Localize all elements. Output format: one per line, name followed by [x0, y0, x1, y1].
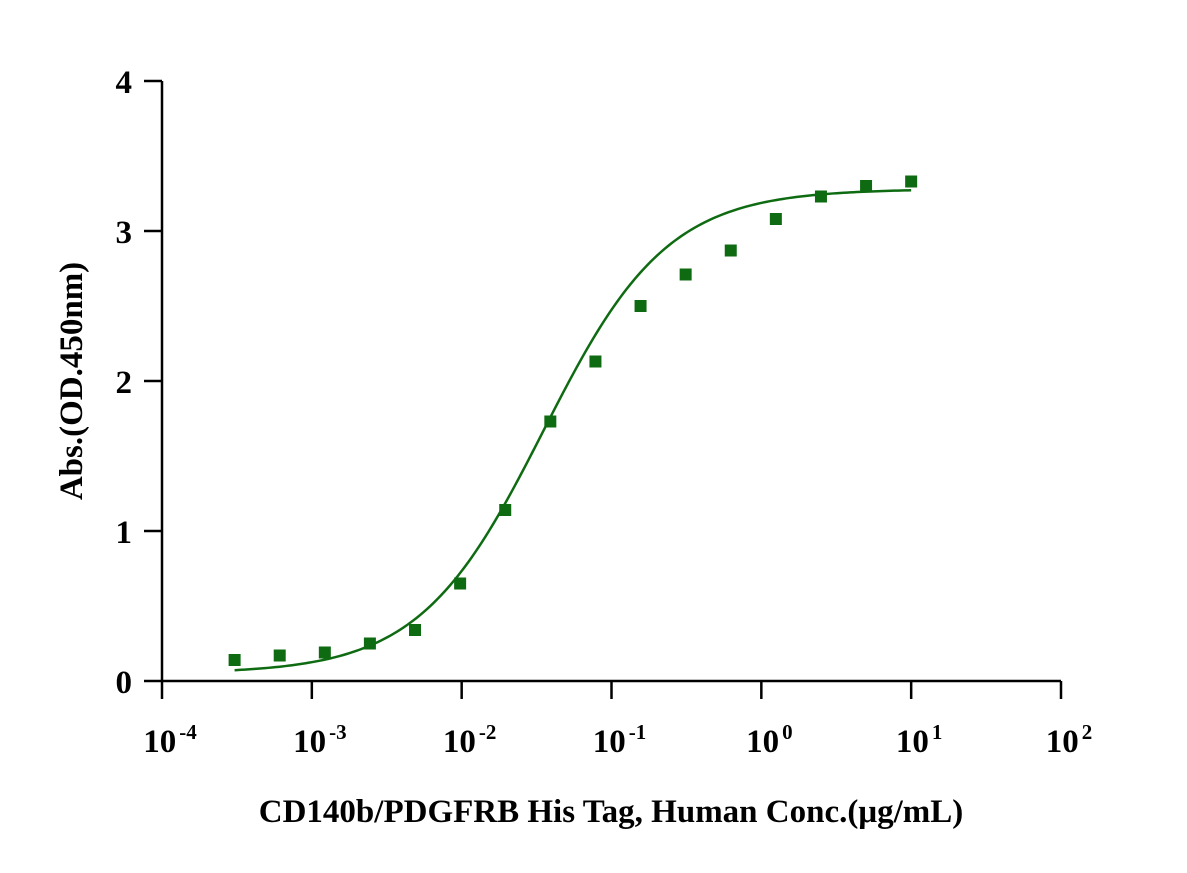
y-tick-label: 3 [116, 215, 133, 251]
data-point [860, 180, 873, 192]
y-tick-label: 0 [116, 665, 133, 701]
data-points [228, 175, 918, 666]
x-tick-label: 10 -1 [593, 720, 647, 760]
data-point [228, 654, 241, 666]
x-tick-label: 10 -2 [443, 720, 497, 760]
data-point [499, 504, 512, 516]
data-point [589, 355, 602, 368]
data-point [363, 637, 376, 650]
data-point [634, 300, 647, 312]
data-point [409, 624, 422, 636]
y-tick-label: 1 [116, 515, 133, 551]
axes [160, 81, 1061, 683]
data-point [905, 175, 918, 188]
data-point [318, 646, 331, 659]
data-point [679, 268, 692, 281]
x-tick-label: 10 1 [896, 720, 943, 760]
data-point [814, 190, 827, 203]
x-tick-label: 10 -3 [293, 720, 347, 760]
x-axis-title: CD140b/PDGFRB His Tag, Human Conc.(μg/mL… [259, 794, 963, 830]
data-point [724, 244, 737, 257]
y-tick-label: 2 [116, 365, 133, 401]
fit-curve [234, 189, 912, 672]
x-tick-label: 10 0 [746, 720, 793, 760]
y-tick-label: 4 [116, 65, 133, 101]
y-axis-title: Abs.(OD.450nm) [54, 262, 90, 500]
x-tick-label: 10 2 [1046, 720, 1093, 760]
data-point [544, 415, 557, 428]
data-point [769, 213, 782, 225]
data-point [454, 577, 467, 590]
y-ticks: 0 1 2 3 4 [116, 65, 162, 701]
data-point [273, 649, 286, 662]
x-ticks: 10 -4 10 -3 10 -2 10 -1 10 0 10 1 10 2 [143, 681, 1092, 760]
x-tick-label: 10 -4 [143, 720, 197, 760]
